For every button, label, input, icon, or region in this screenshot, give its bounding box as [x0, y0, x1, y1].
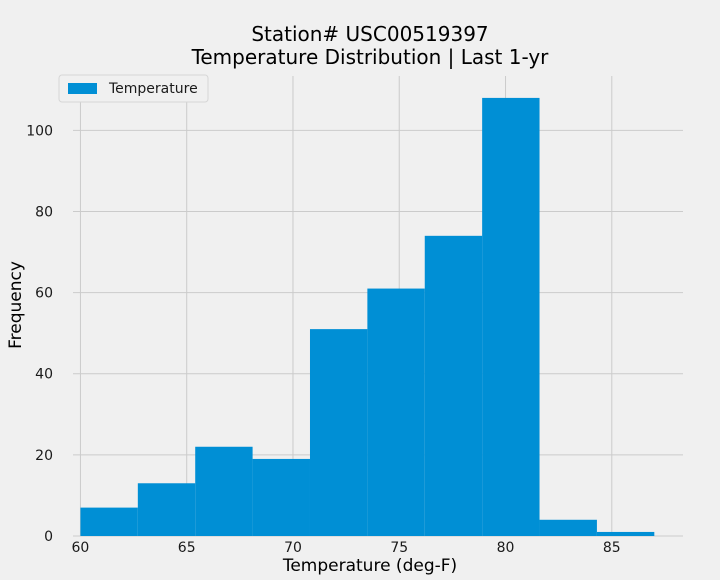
- y-axis-label: Frequency: [6, 261, 26, 349]
- x-tick-label: 60: [72, 540, 90, 556]
- legend: Temperature: [58, 74, 209, 103]
- y-tick-labels: 0 20 40 60 80 100: [26, 123, 53, 545]
- y-tick-label: 80: [35, 204, 53, 220]
- x-axis-label: Temperature (deg-F): [282, 556, 457, 576]
- histogram-bar-8: [482, 97, 540, 537]
- y-tick-label: 100: [26, 123, 53, 139]
- y-tick-label: 20: [35, 448, 53, 464]
- y-tick-label: 40: [35, 367, 53, 383]
- histogram-bar-4: [252, 458, 310, 536]
- x-tick-label: 75: [390, 540, 408, 556]
- histogram-bar-10: [596, 531, 655, 536]
- x-tick-label: 65: [178, 540, 196, 556]
- histogram-bar-1: [80, 507, 138, 536]
- histogram-bars: [80, 97, 655, 537]
- y-tick-label: 0: [44, 529, 53, 545]
- histogram-bar-9: [539, 519, 597, 536]
- x-tick-label: 80: [497, 540, 515, 556]
- x-tick-label: 85: [603, 540, 621, 556]
- histogram-bar-2: [137, 483, 196, 536]
- x-tick-label: 70: [284, 540, 302, 556]
- y-tick-label: 60: [35, 286, 53, 302]
- chart-title-line2: Temperature Distribution | Last 1-yr: [191, 45, 550, 69]
- chart-title-line1: Station# USC00519397: [251, 22, 488, 46]
- x-tick-labels: 60 65 70 75 80 85: [72, 540, 621, 556]
- histogram-bar-5: [309, 329, 368, 536]
- legend-box: [58, 74, 209, 103]
- histogram-bar-3: [195, 446, 253, 536]
- histogram-bar-6: [367, 288, 425, 536]
- histogram-bar-7: [424, 235, 483, 536]
- legend-label: Temperature: [108, 81, 198, 97]
- legend-swatch: [68, 83, 97, 94]
